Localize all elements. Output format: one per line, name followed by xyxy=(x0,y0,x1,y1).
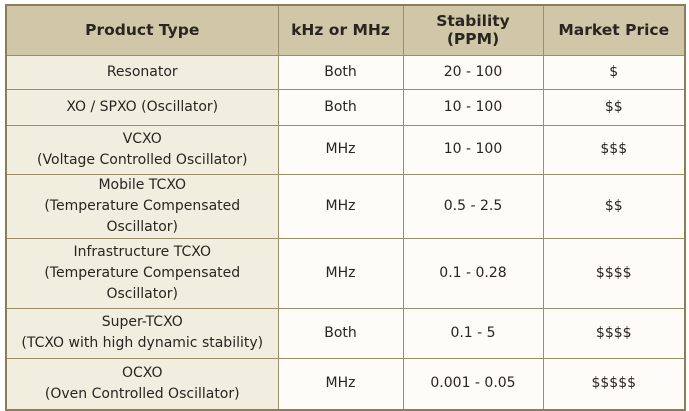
table-header: Product Type kHz or MHz Stability (PPM) Mar… xyxy=(5,4,686,56)
cell-line: Mobile TCXO xyxy=(98,176,187,193)
table-cell: $$ xyxy=(542,88,686,126)
cell-line: XO / SPXO (Oscillator) xyxy=(66,98,219,115)
table-row: Super-TCXO (TCXO with high dynamic stabil… xyxy=(5,307,686,359)
table-row: VCXO (Voltage Controlled Oscillator) MHz 10… xyxy=(5,124,686,175)
table-cell: 0.5 - 2.5 xyxy=(402,173,544,239)
header-cell: kHz or MHz xyxy=(277,4,404,56)
table-cell: 0.1 - 0.28 xyxy=(402,237,544,309)
cell-line: OCXO xyxy=(121,364,163,381)
table-row: OCXO (Oven Controlled Oscillator) MHz 0.001… xyxy=(5,357,686,411)
header-cell: Product Type xyxy=(5,4,279,56)
table-cell: 0.1 - 5 xyxy=(402,307,544,359)
cell-line: VCXO xyxy=(122,130,162,147)
product-cell: Infrastructure TCXO (Temperature Compensa… xyxy=(5,237,279,309)
table-row: Resonator Both 20 - 100 $ xyxy=(5,54,686,90)
table-cell: $$$ xyxy=(542,124,686,175)
table-cell: 20 - 100 xyxy=(402,54,544,90)
product-cell: Super-TCXO (TCXO with high dynamic stabil… xyxy=(5,307,279,359)
table-cell: 10 - 100 xyxy=(402,124,544,175)
product-table: Product Type kHz or MHz Stability (PPM) Mar… xyxy=(5,4,686,411)
cell-line: (Oven Controlled Oscillator) xyxy=(44,385,240,402)
table-cell: MHz xyxy=(277,124,404,175)
table-cell: Both xyxy=(277,54,404,90)
table-cell: $$ xyxy=(542,173,686,239)
product-cell: Mobile TCXO (Temperature Compensated Osci… xyxy=(5,173,279,239)
table-cell: $$$$$ xyxy=(542,357,686,411)
table-cell: MHz xyxy=(277,237,404,309)
table-cell: Both xyxy=(277,88,404,126)
cell-line: Super-TCXO xyxy=(101,314,183,330)
table-row: Infrastructure TCXO (Temperature Compensa… xyxy=(5,237,686,309)
table-cell: MHz xyxy=(277,357,404,411)
cell-line: (Temperature Compensated Oscillator) xyxy=(44,197,241,235)
table-row: XO / SPXO (Oscillator) Both 10 - 100 $$ xyxy=(5,88,686,126)
table-cell: MHz xyxy=(277,173,404,239)
header-cell: Market Price xyxy=(542,4,686,56)
table-row: Mobile TCXO (Temperature Compensated Osci… xyxy=(5,173,686,239)
product-cell: XO / SPXO (Oscillator) xyxy=(5,88,279,126)
table-cell: Both xyxy=(277,307,404,359)
cell-line: (TCXO with high dynamic stability) xyxy=(21,335,264,351)
header-cell: Stability (PPM) xyxy=(402,4,544,56)
table-cell: $$$$ xyxy=(542,237,686,309)
product-cell: VCXO (Voltage Controlled Oscillator) xyxy=(5,124,279,175)
table-cell: $ xyxy=(542,54,686,90)
header-row: Product Type kHz or MHz Stability (PPM) Mar… xyxy=(5,4,686,56)
product-cell: Resonator xyxy=(5,54,279,90)
cell-line: Resonator xyxy=(106,63,178,80)
table-cell: 10 - 100 xyxy=(402,88,544,126)
cell-line: (Voltage Controlled Oscillator) xyxy=(37,151,248,168)
cell-line: Infrastructure TCXO xyxy=(73,243,211,260)
cell-line: (Temperature Compensated Oscillator) xyxy=(44,264,241,302)
table-cell: $$$$ xyxy=(542,307,686,359)
product-cell: OCXO (Oven Controlled Oscillator) xyxy=(5,357,279,411)
table-cell: 0.001 - 0.05 xyxy=(402,357,544,411)
table-body: Resonator Both 20 - 100 $ XO / SPXO (Oscilla… xyxy=(5,54,686,411)
